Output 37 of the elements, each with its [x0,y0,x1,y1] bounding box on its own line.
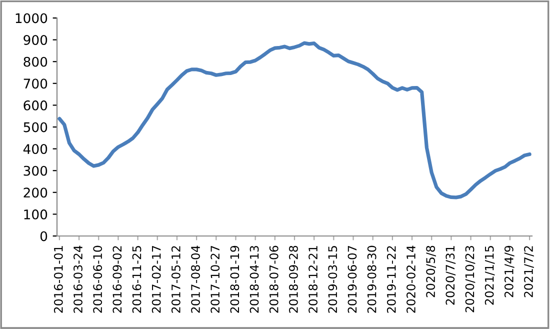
y-tick-label: 700 [24,78,48,89]
x-tick-label: 2016-11-25 [132,246,142,313]
y-tick-label: 1000 [16,13,48,24]
x-tick-label: 2017-02-17 [152,246,161,313]
x-tick-label: 2021/4/9 [504,246,514,298]
x-tick-label: 2016-09-02 [112,246,122,313]
y-tick-label: 900 [24,35,48,45]
x-tick-label: 2017-10-27 [210,246,220,313]
x-tick-label: 2019-08-30 [367,246,376,313]
y-tick-label: 200 [24,188,48,198]
x-tick-label: 2016-06-10 [93,246,102,313]
y-tick-label: 400 [23,144,48,154]
y-tick-label: 300 [24,166,48,176]
y-tick-label: 600 [24,100,48,110]
x-tick-label: 2016-03-24 [74,246,82,313]
x-tick-label: 2018-12-21 [308,246,318,313]
x-tick-label: 2016-01-01 [54,246,63,313]
x-tick-label: 2020-02-14 [406,246,416,313]
x-tick-label: 2018-09-28 [288,246,298,313]
x-tick-label: 2020/7/31 [446,246,456,305]
x-tick-label: 2018-07-06 [269,246,278,313]
x-tick-label: 2018-04-13 [250,246,259,313]
x-tick-label: 2019-03-15 [328,246,338,313]
x-tick-label: 2018-01-19 [230,246,240,313]
x-tick-label: 2017-08-04 [191,246,200,313]
y-tick-label: 800 [24,56,48,67]
y-tick-label: 0 [40,231,48,242]
y-tick-label: 100 [24,209,48,220]
line-series [58,41,532,200]
y-tick-label: 500 [24,122,48,132]
x-tick-label: 2017-05-12 [171,246,180,313]
x-tick-label: 2019-06-07 [348,246,357,313]
x-tick-label: 2021/1/15 [484,246,495,305]
x-tick-label: 2019-11-22 [386,246,396,313]
x-tick-label: 2020/10/23 [465,246,476,312]
x-tick-label: 2020/5/8 [426,246,436,298]
x-tick-label: 2021/7/2 [524,246,534,298]
